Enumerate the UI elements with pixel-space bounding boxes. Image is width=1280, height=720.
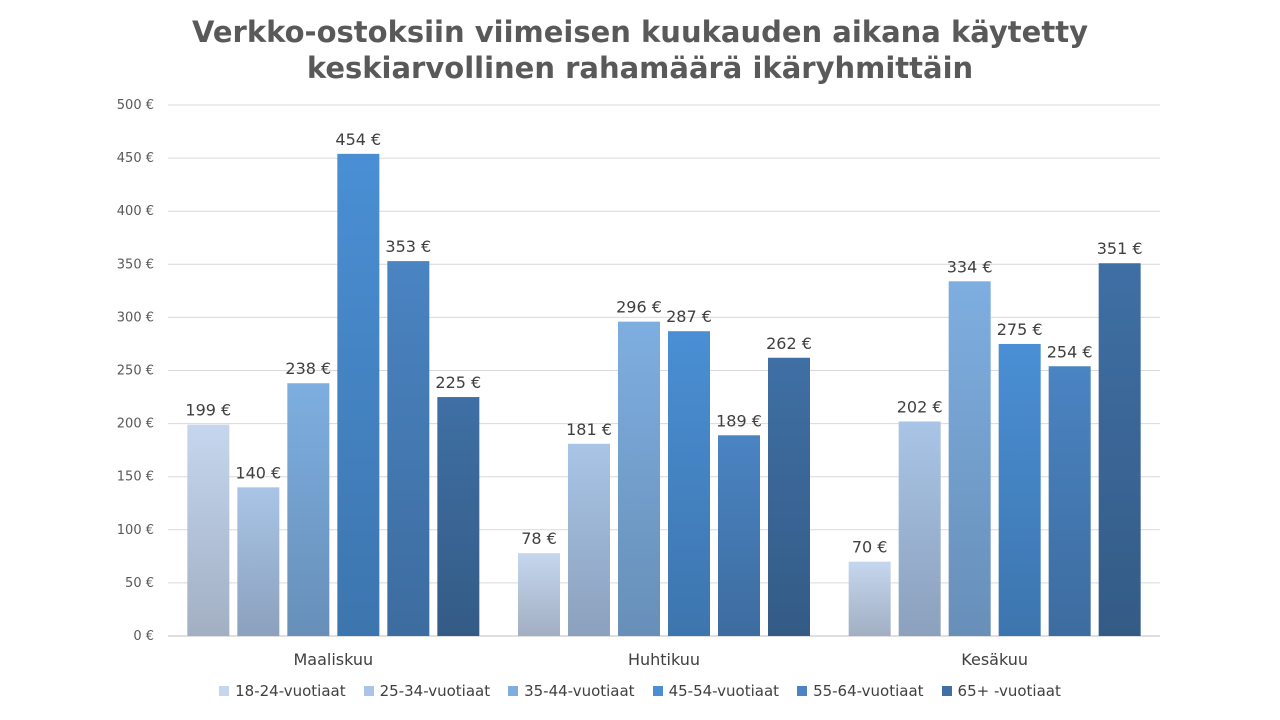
data-label: 254 € [1047,342,1093,361]
y-tick-label: 250 € [117,364,154,379]
bar [668,331,710,636]
legend-swatch [363,686,374,696]
y-tick-label: 50 € [125,576,154,591]
legend-label: 35-44-vuotiaat [524,682,635,700]
legend-swatch [941,686,952,696]
y-tick-label: 400 € [117,204,154,219]
bar [437,397,480,636]
bar [287,383,330,636]
y-tick-label: 300 € [117,310,154,325]
legend-item: 35-44-vuotiaat [508,682,635,700]
chart-title-line-2: keskiarvollinen rahamäärä ikäryhmittäin [306,51,974,85]
y-tick-label: 350 € [117,257,154,272]
chart-title: Verkko-ostoksiin viimeisen kuukauden aik… [0,14,1280,86]
bar [1048,366,1091,636]
legend-label: 55-64-vuotiaat [813,682,924,700]
data-label: 238 € [285,359,331,378]
data-label: 296 € [616,298,662,317]
data-label: 454 € [335,130,381,149]
data-label: 70 € [852,538,888,557]
legend-label: 18-24-vuotiaat [235,682,346,700]
data-label: 351 € [1097,239,1143,258]
legend-swatch [219,686,230,696]
bar [848,561,891,636]
x-axis-ticks: Maaliskuu Huhtikuu Kesäkuu [293,650,1028,669]
bar [568,443,610,636]
data-label: 189 € [716,411,762,430]
bar [998,343,1041,636]
chart-title-line-1: Verkko-ostoksiin viimeisen kuukauden aik… [192,15,1088,49]
legend-item: 18-24-vuotiaat [219,682,346,700]
legend-item: 25-34-vuotiaat [363,682,491,700]
data-label: 334 € [947,257,993,276]
bar [768,357,810,636]
x-tick-label: Huhtikuu [628,650,700,669]
bar [898,421,941,636]
bar [1098,263,1141,636]
y-tick-label: 0 € [133,629,154,644]
data-labels: 199 € 140 € 238 € 454 € 353 € 225 € 78 € 181 € 2… [185,130,1142,557]
legend-swatch [508,686,519,696]
bar [237,487,280,636]
legend-label: 65+ -vuotiaat [957,682,1061,700]
bar [948,281,991,636]
data-label: 225 € [435,373,481,392]
y-axis-ticks: 0 € 50 € 100 € 150 € 200 € 250 € 300 € 350 € 400… [117,98,154,644]
data-label: 202 € [897,397,943,416]
x-tick-label: Maaliskuu [293,650,373,669]
x-tick-label: Kesäkuu [961,650,1028,669]
bar [718,435,760,636]
bar [618,321,660,636]
bar [187,424,230,636]
bar [518,553,560,636]
legend-item: 45-54-vuotiaat [652,682,780,700]
legend-label: 45-54-vuotiaat [668,682,780,700]
data-label: 275 € [997,320,1043,339]
y-tick-label: 150 € [117,470,154,485]
bars [187,153,1141,637]
data-label: 181 € [566,420,612,439]
y-tick-label: 200 € [117,417,154,432]
bar [387,261,430,636]
data-label: 287 € [666,307,712,326]
y-tick-label: 500 € [117,98,154,113]
bar [337,153,380,637]
legend-swatch [797,686,808,696]
data-label: 199 € [185,401,231,420]
legend: 18-24-vuotiaat 25-34-vuotiaat 35-44-vuotia… [0,682,1280,700]
legend-item: 65+ -vuotiaat [941,682,1061,700]
data-label: 353 € [385,237,431,256]
y-tick-label: 100 € [117,523,154,538]
legend-swatch [652,686,663,696]
y-tick-label: 450 € [117,151,154,166]
legend-item: 55-64-vuotiaat [797,682,924,700]
gridlines [168,104,1160,637]
data-label: 262 € [766,334,812,353]
data-label: 78 € [521,529,557,548]
data-label: 140 € [235,463,281,482]
legend-label: 25-34-vuotiaat [379,682,491,700]
